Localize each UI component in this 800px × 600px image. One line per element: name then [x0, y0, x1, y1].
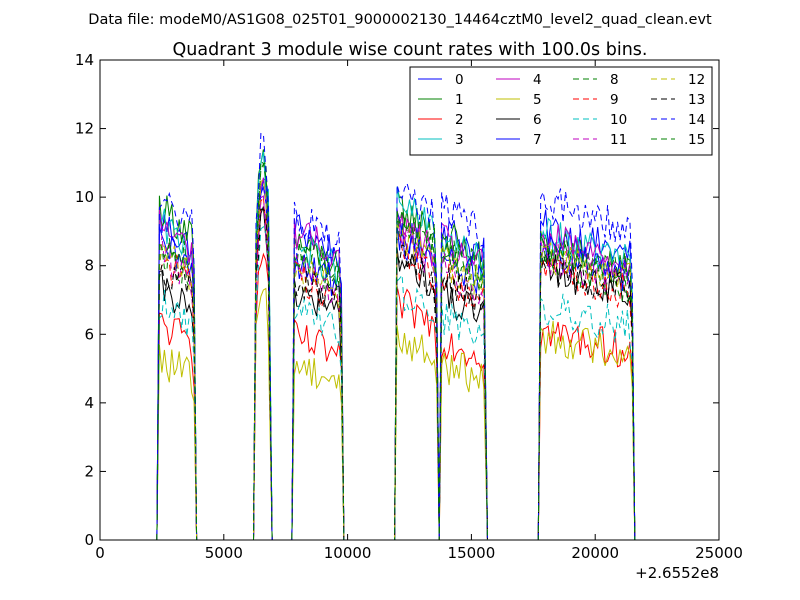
x-tick-label: 5000 [205, 544, 243, 562]
series-line-8 [156, 161, 636, 540]
y-tick-label: 0 [84, 531, 94, 549]
series-line-7 [156, 185, 636, 540]
legend-label-6: 6 [533, 112, 542, 128]
chart-title: Quadrant 3 module wise count rates with … [173, 40, 648, 60]
x-tick-label: 0 [95, 544, 105, 562]
series-line-11 [156, 195, 636, 540]
x-tick-label: 10000 [324, 544, 372, 562]
series-line-2 [156, 252, 636, 540]
x-offset-label: +2.6552e8 [635, 564, 719, 582]
series-line-5 [156, 287, 636, 540]
legend-label-8: 8 [610, 72, 619, 88]
y-tick-label: 6 [84, 325, 94, 343]
y-tick-label: 2 [84, 462, 94, 480]
legend-label-9: 9 [610, 92, 619, 108]
x-tick-label: 20000 [571, 544, 619, 562]
legend-label-13: 13 [688, 92, 705, 108]
legend-label-0: 0 [455, 72, 464, 88]
legend-label-15: 15 [688, 132, 705, 148]
x-tick-label: 25000 [695, 544, 743, 562]
legend-box [409, 66, 713, 156]
legend-label-5: 5 [533, 92, 542, 108]
y-tick-label: 14 [75, 51, 94, 69]
series-line-10 [156, 225, 636, 540]
legend-label-3: 3 [455, 132, 464, 148]
y-tick-label: 10 [75, 188, 94, 206]
legend-label-10: 10 [610, 112, 627, 128]
legend-label-1: 1 [455, 92, 464, 108]
x-tick-label: 15000 [448, 544, 496, 562]
series-line-15 [156, 160, 636, 540]
legend-label-11: 11 [610, 132, 627, 148]
y-tick-label: 12 [75, 120, 94, 138]
figure-suptitle: Data file: modeM0/AS1G08_025T01_90000021… [88, 12, 712, 28]
legend-label-2: 2 [455, 112, 464, 128]
legend-label-4: 4 [533, 72, 542, 88]
series-line-13 [156, 208, 636, 540]
legend-label-7: 7 [533, 132, 542, 148]
plot-frame [99, 59, 720, 541]
y-tick-label: 4 [84, 394, 94, 412]
series-lines [156, 132, 636, 540]
legend-label-14: 14 [688, 112, 705, 128]
series-line-12 [156, 179, 636, 540]
y-tick-label: 8 [84, 257, 94, 275]
series-line-6 [156, 206, 636, 540]
legend-label-12: 12 [688, 72, 705, 88]
